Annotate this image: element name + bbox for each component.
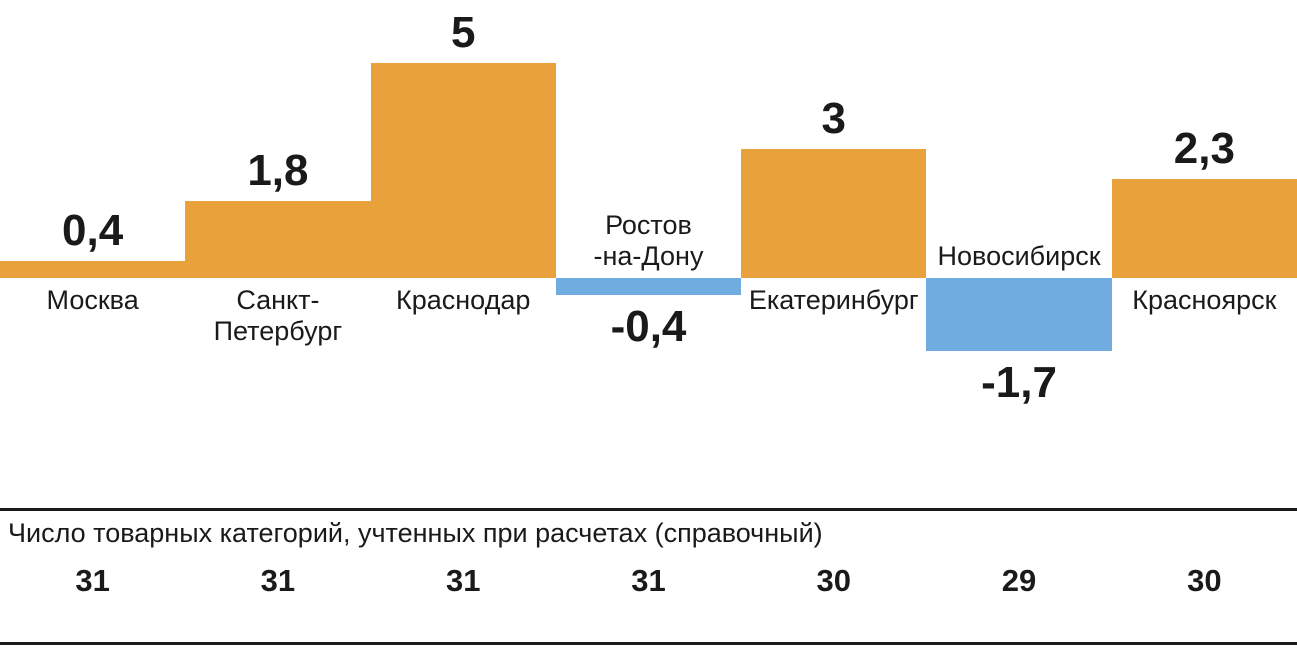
city-label: Москва	[46, 285, 139, 315]
value-label: -1,7	[981, 358, 1057, 407]
city-label: Екатеринбург	[748, 285, 919, 315]
count-value: 31	[260, 563, 296, 598]
city-label: Краснодар	[396, 285, 531, 315]
bar-rostov-on-don	[555, 278, 742, 295]
chart-column-novosibirsk: -1,7 Новосибирск	[926, 0, 1112, 500]
value-label: 1,8	[247, 145, 309, 195]
bar-krasnodar	[370, 63, 556, 278]
count-value: 30	[1187, 563, 1222, 598]
city-label: Ростов -на-Дону	[593, 210, 704, 271]
divider-top	[0, 508, 1297, 511]
chart-column-krasnoyarsk: 2,3 Красноярск	[1111, 0, 1297, 500]
bar-chart: 0,4 Москва 1,8 Санкт- Петербург 5 Краснодар -0,…	[0, 0, 1297, 500]
value-label: 0,4	[62, 205, 124, 255]
chart-column-krasnodar: 5 Краснодар	[370, 0, 556, 500]
value-label: -0,4	[610, 302, 687, 351]
bar-saint-petersburg	[185, 201, 371, 278]
reference-section: Число товарных категорий, учтенных при р…	[0, 508, 1297, 645]
city-label: Новосибирск	[937, 240, 1101, 271]
city-label: Красноярск	[1132, 285, 1277, 315]
city-label: Санкт- Петербург	[213, 285, 343, 346]
bar-novosibirsk	[926, 278, 1112, 351]
bar-ekaterinburg	[741, 149, 927, 278]
reference-caption: Число товарных категорий, учтенных при р…	[8, 518, 823, 548]
count-value: 31	[75, 563, 110, 598]
chart-column-rostov-on-don: -0,4 Ростов -на-Дону	[555, 0, 742, 500]
bar-krasnoyarsk	[1111, 179, 1297, 278]
value-label: 2,3	[1173, 123, 1235, 173]
chart-column-saint-petersburg: 1,8 Санкт- Петербург	[185, 0, 371, 500]
count-value: 30	[816, 563, 851, 598]
count-value: 31	[631, 563, 666, 598]
divider-bottom	[0, 642, 1297, 645]
value-label: 3	[821, 93, 847, 143]
count-value: 31	[445, 563, 481, 598]
count-value: 29	[1001, 563, 1037, 598]
bar-moscow	[0, 261, 186, 278]
value-label: 5	[450, 7, 476, 57]
category-counts-row: 31 31 31 31 30 29 30	[0, 562, 1297, 600]
chart-column-ekaterinburg: 3 Екатеринбург	[741, 0, 927, 500]
chart-column-moscow: 0,4 Москва	[0, 0, 186, 500]
